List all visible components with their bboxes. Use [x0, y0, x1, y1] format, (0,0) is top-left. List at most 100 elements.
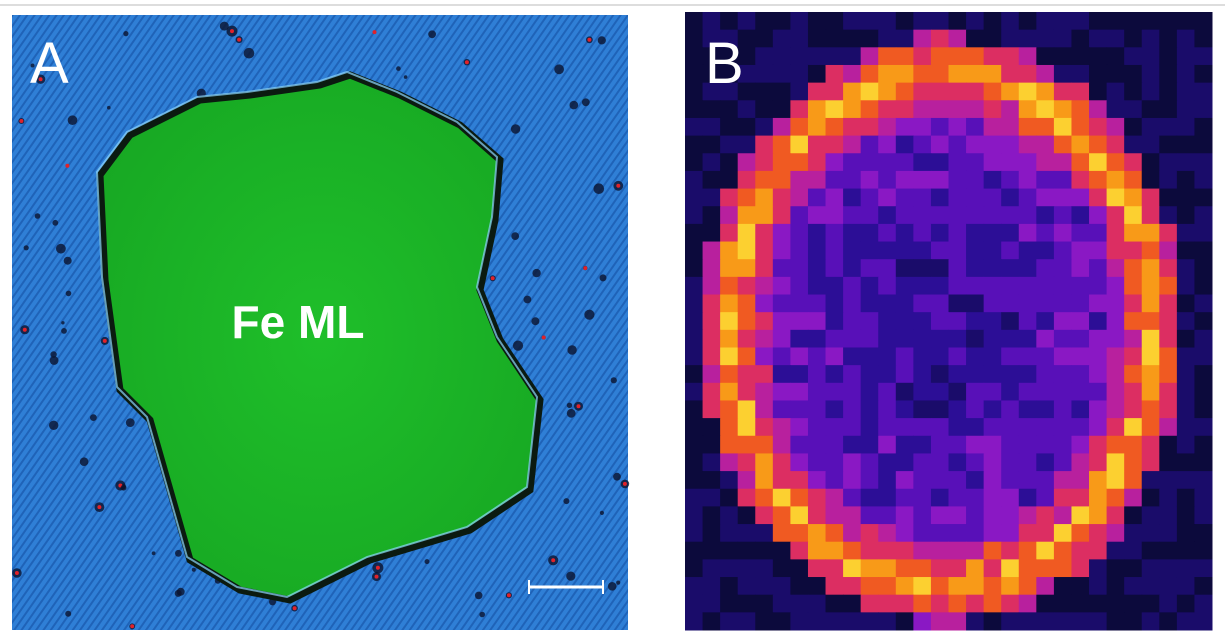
heatmap-cell	[913, 295, 931, 313]
heatmap-cell	[738, 524, 756, 542]
heatmap-cell	[949, 153, 967, 171]
heatmap-cell	[878, 542, 896, 560]
heatmap-cell	[843, 612, 861, 630]
heatmap-cell	[931, 595, 949, 613]
heatmap-cell	[1019, 524, 1037, 542]
heatmap-cell	[685, 524, 703, 542]
defect	[175, 590, 182, 597]
heatmap-cell	[826, 595, 844, 613]
defect	[65, 611, 71, 617]
heatmap-cell	[755, 242, 773, 260]
heatmap-cell	[755, 12, 773, 30]
heatmap-cell	[896, 259, 914, 277]
heatmap-cell	[949, 471, 967, 489]
heatmap-cell	[896, 542, 914, 560]
heatmap-cell	[1036, 347, 1054, 365]
heatmap-cell	[1142, 224, 1160, 242]
heatmap-cell	[1071, 206, 1089, 224]
heatmap-cell	[1107, 136, 1125, 154]
heatmap-cell	[984, 312, 1002, 330]
heatmap-cell	[984, 453, 1002, 471]
heatmap-cell	[826, 12, 844, 30]
heatmap-cell	[826, 47, 844, 65]
heatmap-cell	[790, 118, 808, 136]
heatmap-cell	[1071, 506, 1089, 524]
heatmap-cell	[931, 259, 949, 277]
heatmap-cell	[1159, 418, 1177, 436]
heatmap-cell	[1124, 12, 1142, 30]
heatmap-cell	[738, 118, 756, 136]
heatmap-cell	[1107, 30, 1125, 48]
heatmap-cell	[755, 453, 773, 471]
heatmap-cell	[878, 83, 896, 101]
heatmap-cell	[1001, 83, 1019, 101]
heatmap-cell	[790, 277, 808, 295]
heatmap-cell	[861, 242, 879, 260]
heatmap-cell	[826, 242, 844, 260]
heatmap-cell	[1036, 418, 1054, 436]
heatmap-cell	[1071, 295, 1089, 313]
heatmap-cell	[1019, 542, 1037, 560]
heatmap-cell	[720, 506, 738, 524]
heatmap-cell	[1194, 524, 1212, 542]
heatmap-cell	[703, 436, 721, 454]
heatmap-cell	[1071, 242, 1089, 260]
heatmap-cell	[1001, 383, 1019, 401]
defect	[375, 575, 379, 579]
heatmap-cell	[949, 118, 967, 136]
heatmap-cell	[790, 224, 808, 242]
heatmap-cell	[843, 524, 861, 542]
heatmap-cell	[1001, 136, 1019, 154]
heatmap-cell	[1089, 418, 1107, 436]
heatmap-cell	[773, 153, 791, 171]
heatmap-cell	[826, 559, 844, 577]
heatmap-cell	[755, 506, 773, 524]
heatmap-cell	[1001, 118, 1019, 136]
heatmap-cell	[966, 83, 984, 101]
heatmap-cell	[703, 612, 721, 630]
defect	[567, 345, 576, 354]
heatmap-cell	[896, 595, 914, 613]
heatmap-cell	[790, 489, 808, 507]
heatmap-cell	[1019, 577, 1037, 595]
heatmap-cell	[1054, 189, 1072, 207]
heatmap-cell	[843, 506, 861, 524]
heatmap-cell	[1071, 65, 1089, 83]
heatmap-cell	[808, 83, 826, 101]
heatmap-cell	[1177, 612, 1195, 630]
heatmap-cell	[1177, 471, 1195, 489]
heatmap-cell	[931, 12, 949, 30]
heatmap-cell	[1177, 400, 1195, 418]
heatmap-cell	[913, 489, 931, 507]
defect	[103, 339, 107, 343]
heatmap-cell	[1001, 418, 1019, 436]
heatmap-cell	[1159, 489, 1177, 507]
heatmap-cell	[931, 400, 949, 418]
heatmap-cell	[843, 259, 861, 277]
heatmap-cell	[861, 259, 879, 277]
heatmap-cell	[1019, 330, 1037, 348]
heatmap-cell	[913, 153, 931, 171]
heatmap-cell	[1177, 277, 1195, 295]
heatmap-cell	[1036, 65, 1054, 83]
heatmap-cell	[984, 471, 1002, 489]
page: A Fe ML B (() => { const data = JSON.par…	[0, 0, 1225, 643]
heatmap-cell	[790, 30, 808, 48]
heatmap-cell	[1089, 206, 1107, 224]
heatmap-cell	[1036, 489, 1054, 507]
heatmap-cell	[720, 295, 738, 313]
heatmap-cell	[720, 524, 738, 542]
heatmap-cell	[913, 242, 931, 260]
heatmap-cell	[1107, 436, 1125, 454]
heatmap-cell	[685, 383, 703, 401]
heatmap-cell	[808, 47, 826, 65]
heatmap-cell	[1019, 153, 1037, 171]
defect	[23, 328, 27, 332]
heatmap-cell	[1001, 12, 1019, 30]
heatmap-cell	[1089, 383, 1107, 401]
heatmap-cell	[1071, 330, 1089, 348]
heatmap-cell	[861, 100, 879, 118]
heatmap-cell	[738, 612, 756, 630]
heatmap-cell	[826, 259, 844, 277]
heatmap-cell	[966, 436, 984, 454]
